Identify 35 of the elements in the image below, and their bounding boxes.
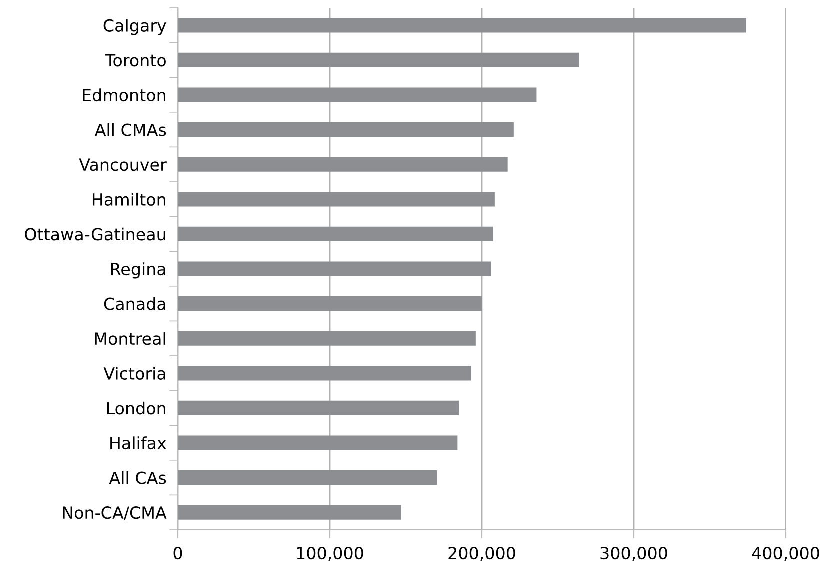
x-tick-label: 300,000 xyxy=(600,546,668,561)
y-tick-label: Edmonton xyxy=(83,88,166,102)
bar xyxy=(178,192,495,207)
y-tick-label: London xyxy=(107,402,166,415)
y-tick-label: All CMAs xyxy=(94,123,166,136)
bar xyxy=(178,52,580,68)
y-tick-label: Halifax xyxy=(110,436,166,450)
x-tick-label: 100,000 xyxy=(297,546,364,561)
y-tick-label: Toronto xyxy=(105,54,166,67)
bar xyxy=(178,366,472,381)
bar xyxy=(178,505,402,520)
x-tick-label: 200,000 xyxy=(448,546,516,561)
y-tick-label: Ottawa-Gatineau xyxy=(25,228,166,241)
y-tick-label: Calgary xyxy=(104,19,166,36)
bar xyxy=(178,226,494,242)
bar xyxy=(178,296,482,312)
y-tick-label: Hamilton xyxy=(92,193,166,206)
y-tick-label: Non-CA/CMA xyxy=(63,506,167,520)
bar xyxy=(178,436,458,450)
bar xyxy=(178,331,476,346)
y-tick-label: Montreal xyxy=(95,332,166,346)
y-tick-label: All CAs xyxy=(109,471,166,484)
x-tick-label: 0 xyxy=(174,546,182,560)
x-tick-label: 400,000 xyxy=(752,546,820,561)
bar xyxy=(178,400,460,416)
bar xyxy=(178,122,514,138)
bar xyxy=(178,470,438,486)
y-tick-label: Canada xyxy=(104,297,166,310)
bar xyxy=(178,18,746,33)
bar xyxy=(178,157,508,172)
bar xyxy=(178,88,537,102)
bar xyxy=(178,262,492,276)
y-tick-label: Vancouver xyxy=(79,158,167,172)
y-tick-label: Regina xyxy=(111,262,166,279)
y-tick-label: Victoria xyxy=(104,367,166,380)
